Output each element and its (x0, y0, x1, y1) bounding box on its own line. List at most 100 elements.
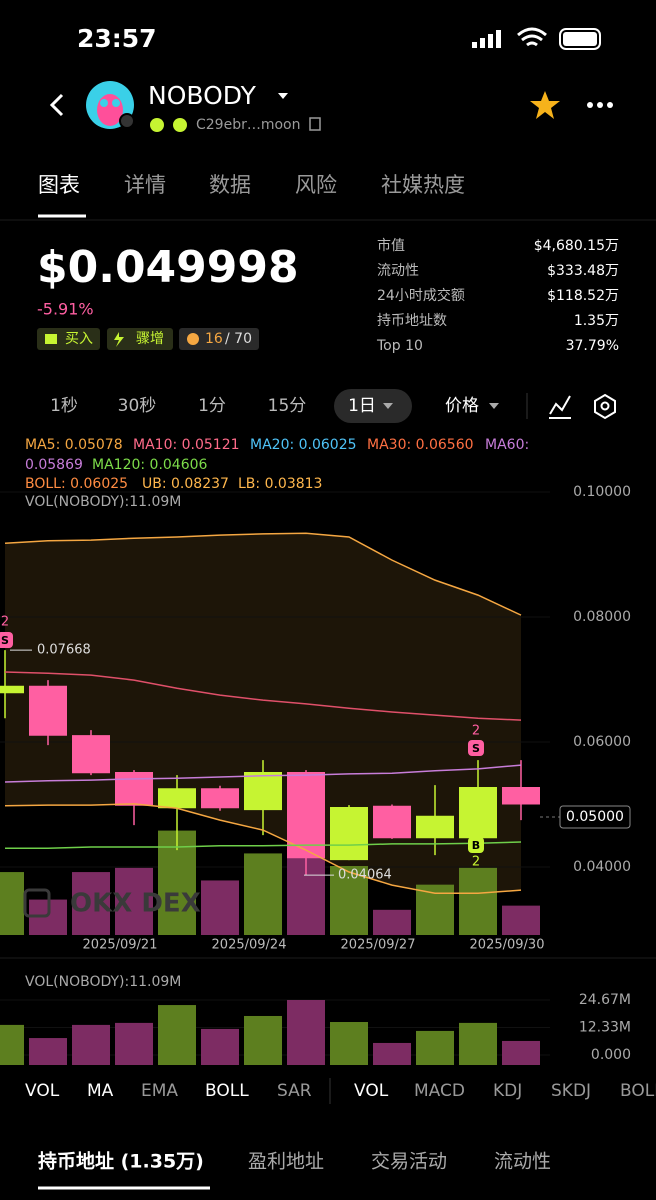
badge (107, 328, 173, 350)
settings-icon[interactable] (594, 393, 616, 420)
bottom-tab[interactable]: 持币地址 (1.35万) (38, 1150, 204, 1173)
candle-body (0, 685, 24, 694)
volume-bar (502, 1040, 540, 1065)
timeframe[interactable]: 1秒 (50, 396, 78, 416)
copy-icon[interactable] (309, 117, 321, 131)
indicator-tab[interactable]: VOL (25, 1081, 60, 1101)
boll-value: UB: 0.08237 (142, 476, 229, 492)
y-tick-label: 0.000 (591, 1047, 631, 1063)
timeframe[interactable]: 1分 (198, 396, 226, 416)
token-name: NOBODY (148, 81, 257, 110)
candle-body (330, 807, 368, 861)
indicator-tab[interactable]: BOLL (620, 1081, 656, 1101)
indicator-tab[interactable]: MACD (414, 1081, 465, 1101)
volume-bar (459, 867, 497, 935)
stat-value: $333.48万 (547, 263, 619, 279)
indicator-tab[interactable]: SAR (277, 1081, 312, 1101)
volume-bar (0, 1024, 24, 1065)
watermark-logo (23, 888, 51, 918)
stat-label: 持币地址数 (377, 313, 447, 329)
indicator-tab[interactable]: MA (87, 1081, 114, 1101)
volume-title: VOL(NOBODY):11.09M (25, 974, 181, 990)
indicator-tab[interactable]: BOLL (205, 1081, 249, 1101)
volume-bar (244, 1015, 282, 1065)
indicator-line (5, 841, 522, 849)
tab[interactable]: 社媒热度 (381, 173, 465, 197)
timeframe[interactable]: 15分 (268, 396, 307, 416)
wallet-icon (45, 334, 57, 344)
indicator-tab[interactable]: EMA (141, 1081, 178, 1101)
trade-marker-count: 2 (1, 615, 9, 630)
ma-value: MA120: 0.04606 (92, 457, 208, 473)
ma-value: MA5: 0.05078 (25, 437, 123, 453)
bottom-tab[interactable]: 交易活动 (371, 1151, 447, 1173)
indicator-icon[interactable] (549, 395, 571, 419)
favorite-star[interactable] (530, 91, 560, 119)
icon (150, 118, 164, 132)
badge[interactable] (37, 328, 100, 350)
candle-body (416, 815, 454, 839)
vol-label: VOL(NOBODY):11.09M (25, 494, 181, 510)
ma-value: MA60: (485, 437, 529, 453)
candle-body (201, 788, 239, 809)
tab[interactable]: 风险 (295, 173, 337, 197)
bottom-tab[interactable]: 流动性 (494, 1151, 551, 1173)
stat-label: 流动性 (377, 263, 419, 279)
icon (173, 118, 187, 132)
more-menu[interactable] (587, 102, 613, 108)
dropdown[interactable] (489, 403, 499, 409)
ma-value: MA30: 0.06560 (367, 437, 474, 453)
indicator-tab[interactable]: SKDJ (551, 1081, 591, 1101)
score: 16 (205, 331, 223, 347)
ma-value: MA10: 0.05121 (133, 437, 240, 453)
timeframe[interactable]: 30秒 (118, 396, 157, 416)
indicator-tab[interactable]: VOL (354, 1081, 389, 1101)
bottom-tab[interactable]: 盈利地址 (248, 1151, 324, 1173)
trade-marker-count: 2 (472, 855, 480, 870)
battery-level (563, 32, 597, 46)
stat-label: Top 10 (376, 338, 423, 354)
settings-icon[interactable] (600, 401, 610, 411)
volume-bar (115, 867, 153, 935)
x-tick-label: 2025/09/30 (470, 938, 545, 953)
clock: 23:57 (77, 24, 157, 53)
tab[interactable]: 数据 (209, 173, 251, 197)
trade-marker (0, 632, 13, 648)
volume-bar (330, 1022, 368, 1065)
back-button[interactable] (49, 93, 64, 117)
price-selector[interactable]: 价格 (445, 396, 479, 416)
candle-body (158, 788, 196, 809)
tab[interactable]: 详情 (124, 173, 166, 197)
boll-value: BOLL: 0.06025 (25, 476, 128, 492)
current-price: 0.05000 (566, 809, 624, 825)
dropdown[interactable] (383, 403, 393, 409)
volume-bar (244, 853, 282, 935)
dropdown[interactable] (278, 93, 288, 99)
trade-marker-count: 2 (472, 724, 480, 739)
stat-value: 1.35万 (574, 313, 619, 329)
indicator-tab[interactable]: KDJ (493, 1081, 522, 1101)
x-tick-label: 2025/09/27 (341, 938, 416, 953)
candlestick-chart: 0.10000 0.08000 0.06000 0.04000 OKX DEX 2025/… (0, 484, 631, 953)
selected-pill (334, 389, 412, 423)
indicator-line (4, 764, 522, 783)
indicator-line (4, 532, 522, 616)
badge-text: 买入 (65, 331, 93, 347)
x-tick-label: 2025/09/21 (83, 938, 158, 953)
trade-marker-type: B (472, 839, 480, 852)
timeframe[interactable]: 1日 (348, 396, 376, 416)
badge (179, 328, 259, 350)
volume-bar (201, 1028, 239, 1065)
stat-value: 37.79% (566, 338, 619, 354)
volume-bar (330, 866, 368, 935)
low-label: 0.04064 (338, 868, 392, 883)
trade-marker (468, 837, 484, 853)
candle-body (502, 787, 540, 805)
bolt-icon (114, 332, 124, 347)
tab[interactable]: 图表 (38, 173, 80, 197)
ma-value: MA20: 0.06025 (250, 437, 357, 453)
indicator-line (4, 671, 522, 721)
current-price-tag (559, 805, 631, 829)
trade-marker (468, 740, 484, 756)
